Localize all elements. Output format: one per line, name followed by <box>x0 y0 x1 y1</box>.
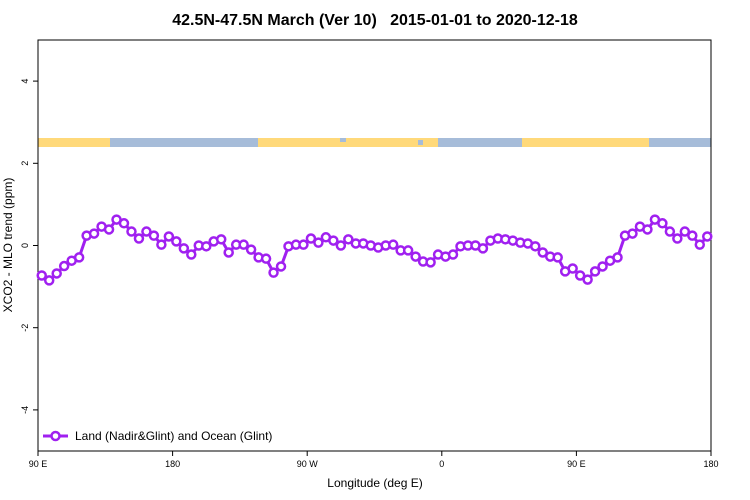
x-tick-label: 180 <box>165 459 180 469</box>
data-point <box>672 233 683 244</box>
x-axis-label: Longitude (deg E) <box>327 476 422 490</box>
legend-label: Land (Nadir&Glint) and Ocean (Glint) <box>75 429 272 443</box>
x-tick-label: 180 <box>703 459 718 469</box>
data-point <box>141 226 152 237</box>
data-point <box>574 270 586 281</box>
data-point <box>537 247 548 258</box>
data-point <box>298 239 309 250</box>
data-point <box>103 224 115 235</box>
land-strip <box>258 138 438 147</box>
data-point <box>387 239 399 250</box>
data-point <box>530 241 541 252</box>
data-point <box>642 224 653 235</box>
chart-title: 42.5N-47.5N March (Ver 10) 2015-01-01 to… <box>172 12 578 29</box>
land-ocean-strip <box>38 138 711 147</box>
x-tick-label: 90 W <box>297 459 319 469</box>
data-point <box>73 252 85 263</box>
y-axis-label: XCO2 - MLO trend (ppm) <box>1 178 15 313</box>
land-strip <box>522 138 649 147</box>
data-point <box>582 274 593 285</box>
data-point <box>88 228 100 239</box>
x-tick-label: 90 E <box>567 459 586 469</box>
data-point <box>589 266 601 277</box>
ocean-strip <box>340 138 346 142</box>
data-point <box>627 228 638 239</box>
legend-marker <box>50 430 61 442</box>
data-point <box>328 235 339 246</box>
data-point <box>58 260 70 272</box>
data-point <box>702 231 713 242</box>
data-point <box>679 226 691 237</box>
ocean-strip <box>438 138 522 147</box>
data-point <box>664 226 676 237</box>
x-tick-label: 90 E <box>29 459 48 469</box>
x-tick-label: 0 <box>439 459 444 469</box>
data-point <box>410 251 421 262</box>
y-tick-label: -4 <box>20 406 30 414</box>
data-point <box>223 247 234 258</box>
data-point <box>657 218 668 229</box>
y-tick-label: 4 <box>20 79 30 84</box>
data-point <box>178 243 190 254</box>
data-point <box>268 267 279 278</box>
data-point <box>215 234 227 245</box>
data-point <box>245 244 257 255</box>
data-point <box>148 230 160 241</box>
data-point <box>402 245 414 256</box>
data-point <box>597 261 608 272</box>
ocean-strip <box>649 138 711 147</box>
data-point <box>447 249 459 260</box>
data-point <box>133 233 145 244</box>
data-point <box>305 233 317 244</box>
data-point <box>687 230 698 241</box>
ocean-strip <box>110 138 258 147</box>
data-point <box>425 257 436 268</box>
data-point <box>156 239 167 250</box>
data-point <box>275 261 287 272</box>
data-point <box>567 263 578 274</box>
data-point <box>36 270 47 281</box>
data-point <box>612 252 623 263</box>
data-point <box>171 236 182 247</box>
data-point <box>126 226 137 237</box>
data-point <box>335 240 347 251</box>
y-tick-label: -2 <box>20 324 30 332</box>
data-point <box>552 252 563 263</box>
data-point <box>260 253 272 264</box>
data-point <box>163 231 175 242</box>
ocean-strip <box>418 140 423 145</box>
y-tick-label: 0 <box>20 243 30 248</box>
data-point <box>694 239 706 250</box>
data-point <box>186 249 197 260</box>
data-point <box>313 237 324 248</box>
data-point <box>238 239 249 250</box>
land-strip <box>38 138 110 147</box>
y-tick-label: 2 <box>20 161 30 166</box>
data-point <box>51 268 62 279</box>
data-point <box>343 234 354 245</box>
data-point <box>118 218 130 229</box>
data-point <box>201 241 212 252</box>
data-point <box>43 275 55 286</box>
data-point <box>477 243 489 254</box>
